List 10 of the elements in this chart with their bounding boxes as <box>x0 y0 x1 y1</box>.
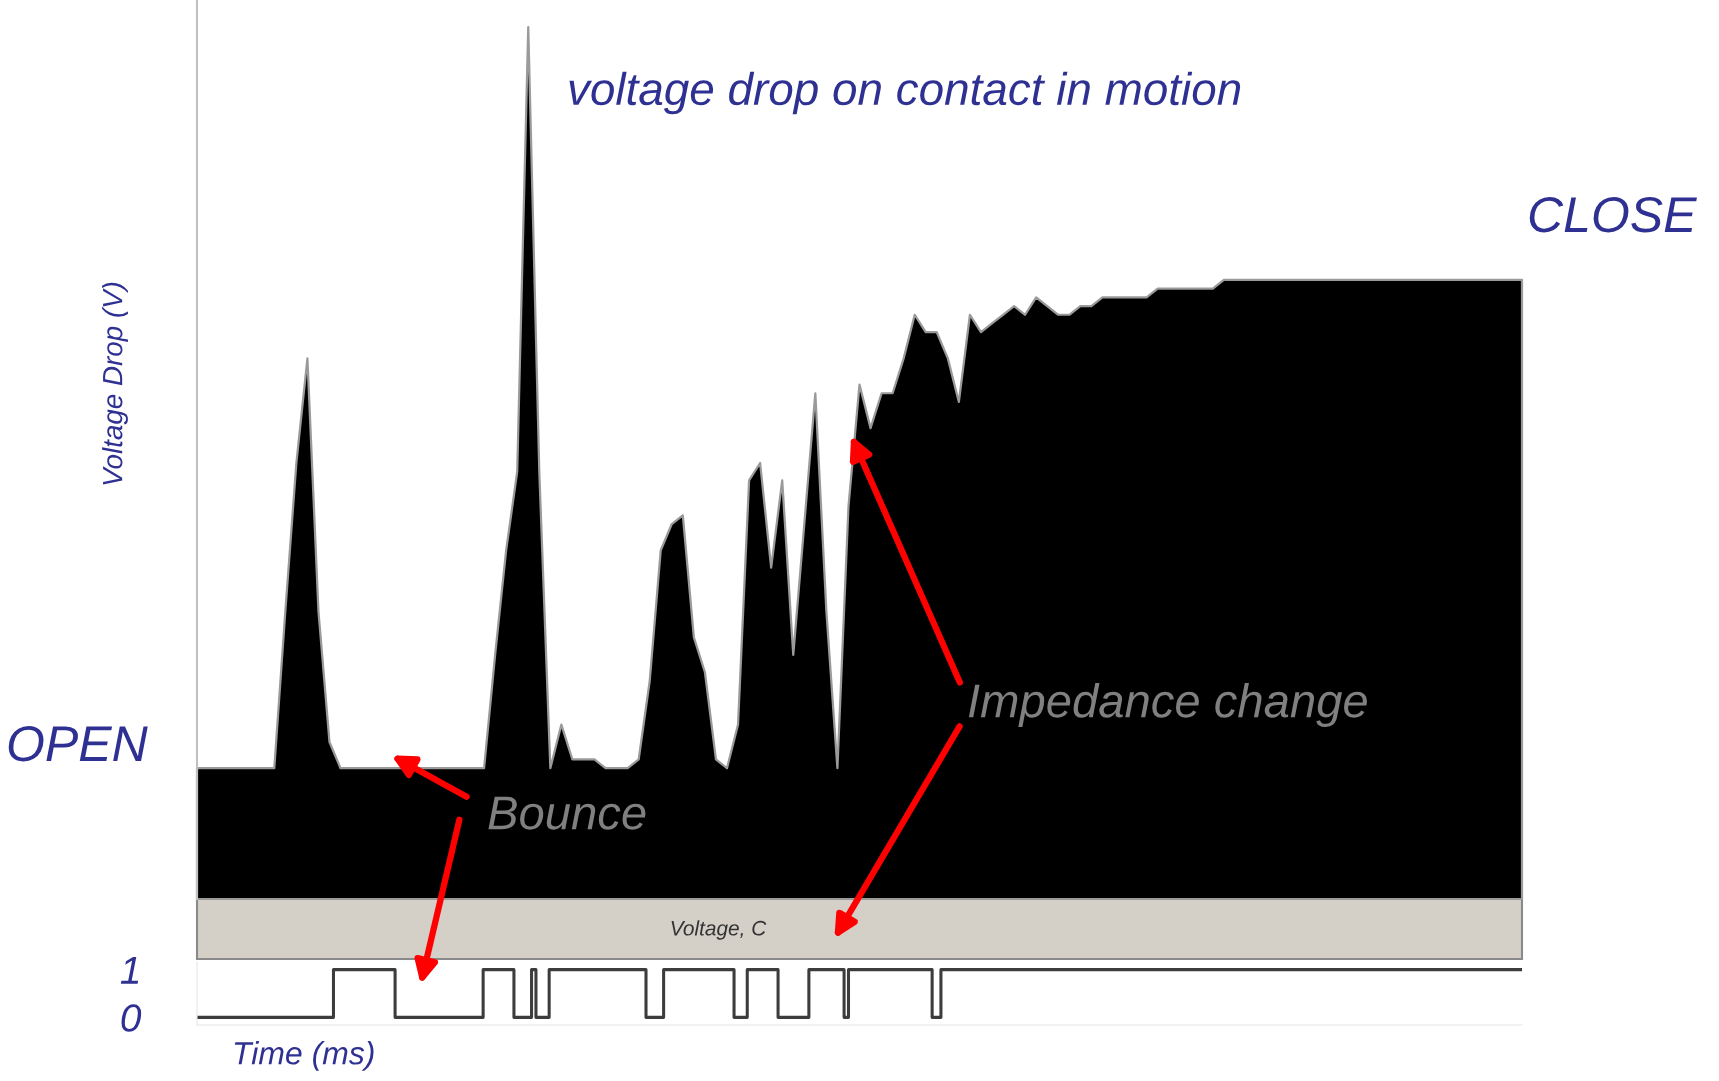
annotation: Impedance change <box>968 682 1367 728</box>
text: Voltage, C <box>671 920 767 940</box>
y-axis-title: Voltage Drop (V) <box>102 282 128 485</box>
y-tick-label: 1 <box>120 956 139 984</box>
annotation: Bounce <box>488 796 646 830</box>
x-axis-title: Time (ms) <box>234 1041 374 1071</box>
text: voltage drop on contact in motion <box>569 71 1241 115</box>
text: OPEN <box>8 726 148 762</box>
y-tick-label: 0 <box>121 1004 142 1032</box>
text: CLOSE <box>1529 197 1697 233</box>
